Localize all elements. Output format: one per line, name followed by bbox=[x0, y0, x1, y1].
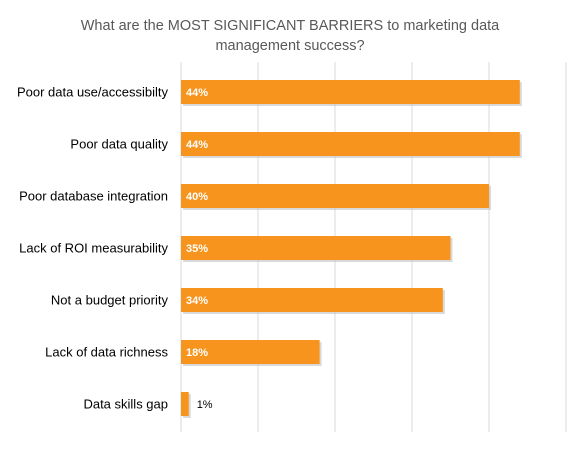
category-label: Poor data use/accessibilty bbox=[17, 85, 169, 100]
data-label: 40% bbox=[186, 191, 208, 203]
data-label: 35% bbox=[186, 243, 208, 255]
category-label: Poor database integration bbox=[19, 189, 168, 204]
category-label: Lack of ROI measurability bbox=[19, 241, 168, 256]
chart-title: What are the MOST SIGNIFICANT BARRIERS t… bbox=[80, 18, 500, 54]
category-label: Data skills gap bbox=[83, 397, 168, 412]
data-label: 1% bbox=[197, 399, 213, 411]
category-label: Not a budget priority bbox=[51, 293, 169, 308]
data-label: 44% bbox=[186, 87, 208, 99]
data-label: 18% bbox=[186, 347, 208, 359]
data-label: 44% bbox=[186, 139, 208, 151]
bar bbox=[181, 80, 520, 104]
bar bbox=[181, 132, 520, 156]
data-label: 34% bbox=[186, 295, 208, 307]
bar bbox=[181, 392, 189, 416]
category-label: Poor data quality bbox=[70, 137, 168, 152]
bar bbox=[181, 236, 451, 260]
bar bbox=[181, 288, 443, 312]
category-label: Lack of data richness bbox=[45, 345, 168, 360]
bar bbox=[181, 184, 489, 208]
bar bbox=[181, 340, 320, 364]
